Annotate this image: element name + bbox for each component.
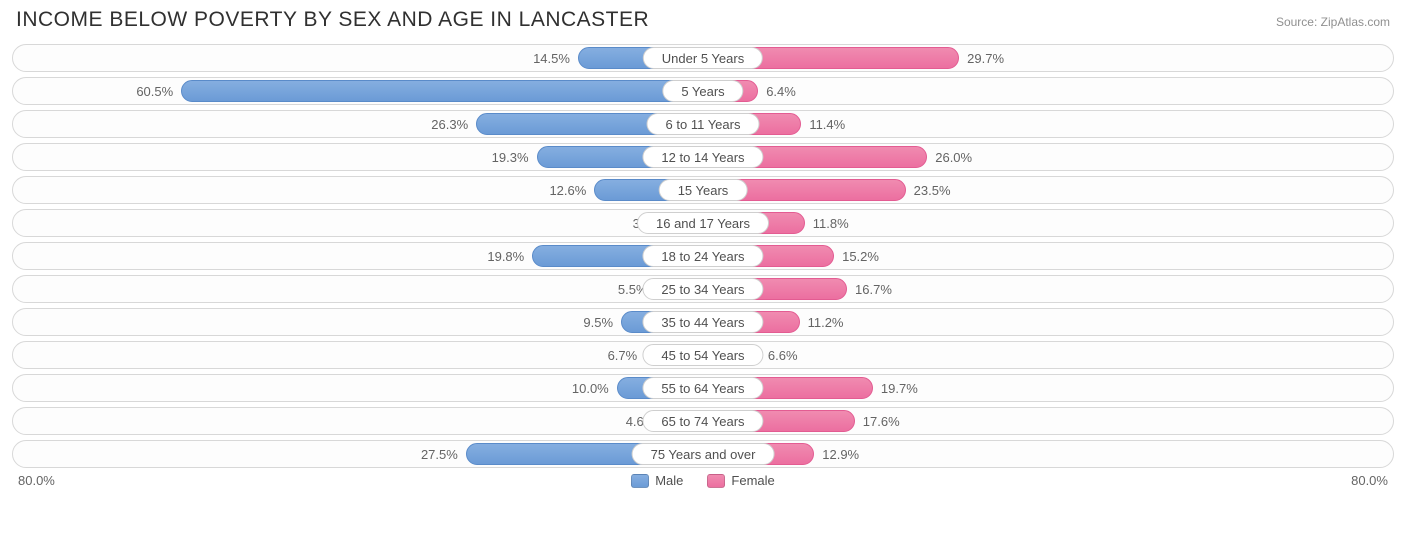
category-label: 12 to 14 Years [642,146,763,168]
axis-label-right: 80.0% [1351,473,1388,488]
female-value-label: 23.5% [914,177,951,205]
male-value-label: 19.8% [487,243,524,271]
chart-row: 12.6% 23.5% 15 Years [12,176,1394,204]
chart-row: 19.8% 15.2% 18 to 24 Years [12,242,1394,270]
male-value-label: 60.5% [136,78,173,106]
chart-row: 19.3% 26.0% 12 to 14 Years [12,143,1394,171]
category-label: 16 and 17 Years [637,212,769,234]
chart-row: 14.5% 29.7% Under 5 Years [12,44,1394,72]
chart-row: 26.3% 11.4% 6 to 11 Years [12,110,1394,138]
female-value-label: 6.6% [768,342,798,370]
male-value-label: 10.0% [572,375,609,403]
category-label: 25 to 34 Years [642,278,763,300]
male-value-label: 6.7% [608,342,638,370]
category-label: 45 to 54 Years [642,344,763,366]
female-value-label: 16.7% [855,276,892,304]
female-value-label: 19.7% [881,375,918,403]
female-value-label: 17.6% [863,408,900,436]
female-value-label: 12.9% [822,441,859,469]
category-label: 5 Years [662,80,743,102]
legend-item-female: Female [707,473,774,488]
female-value-label: 11.2% [808,309,844,337]
category-label: 15 Years [659,179,748,201]
category-label: 18 to 24 Years [642,245,763,267]
category-label: 35 to 44 Years [642,311,763,333]
category-label: 65 to 74 Years [642,410,763,432]
male-value-label: 12.6% [549,177,586,205]
chart-footer: 80.0% Male Female 80.0% [12,473,1394,488]
category-label: 6 to 11 Years [647,113,760,135]
chart-row: 3.8%11.8%16 and 17 Years [12,209,1394,237]
female-value-label: 11.8% [813,210,849,238]
male-value-label: 27.5% [421,441,458,469]
female-value-label: 6.4% [766,78,796,106]
chart-row: 6.7% 6.6%45 to 54 Years [12,341,1394,369]
chart-row: 27.5% 12.9% 75 Years and over [12,440,1394,468]
female-value-label: 11.4% [809,111,845,139]
category-label: 55 to 64 Years [642,377,763,399]
axis-label-left: 80.0% [18,473,55,488]
diverging-bar-chart: 14.5% 29.7% Under 5 Years 60.5% 6.4% 5 Years 2… [12,44,1394,468]
chart-header: INCOME BELOW POVERTY BY SEX AND AGE IN L… [12,8,1394,32]
male-value-label: 9.5% [583,309,613,337]
male-value-label: 14.5% [533,45,570,73]
female-value-label: 26.0% [935,144,972,172]
legend: Male Female [631,473,775,488]
female-swatch [707,474,725,488]
chart-row: 5.5%16.7%25 to 34 Years [12,275,1394,303]
legend-item-male: Male [631,473,683,488]
chart-title: INCOME BELOW POVERTY BY SEX AND AGE IN L… [16,8,649,32]
male-swatch [631,474,649,488]
chart-row: 4.6%17.6%65 to 74 Years [12,407,1394,435]
male-bar [181,80,703,102]
category-label: 75 Years and over [632,443,775,465]
chart-row: 10.0% 19.7% 55 to 64 Years [12,374,1394,402]
male-value-label: 26.3% [431,111,468,139]
chart-source: Source: ZipAtlas.com [1276,15,1390,29]
female-value-label: 15.2% [842,243,879,271]
legend-male-label: Male [655,473,683,488]
category-label: Under 5 Years [643,47,763,69]
legend-female-label: Female [731,473,774,488]
chart-row: 9.5% 11.2% 35 to 44 Years [12,308,1394,336]
female-value-label: 29.7% [967,45,1004,73]
chart-row: 60.5% 6.4% 5 Years [12,77,1394,105]
male-value-label: 19.3% [492,144,529,172]
